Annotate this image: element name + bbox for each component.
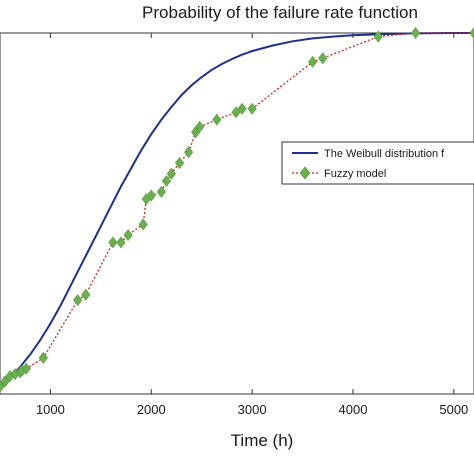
- legend-label-weibull: The Weibull distribution f: [324, 148, 445, 160]
- data-point-fuzzy: [237, 102, 247, 115]
- data-point-fuzzy: [308, 55, 318, 68]
- legend-box: [281, 141, 474, 185]
- x-tick-label: 2000: [137, 402, 166, 417]
- data-point-fuzzy: [318, 52, 328, 65]
- legend-label-fuzzy: Fuzzy model: [324, 168, 386, 180]
- data-point-fuzzy: [373, 30, 383, 43]
- data-point-fuzzy: [38, 351, 48, 364]
- data-point-fuzzy: [410, 27, 421, 39]
- data-point-fuzzy: [166, 167, 177, 180]
- plot-area: [0, 32, 474, 395]
- data-point-fuzzy: [21, 362, 31, 375]
- data-point-fuzzy: [123, 229, 133, 242]
- data-point-fuzzy: [174, 156, 185, 169]
- x-tick-label: 3000: [238, 402, 267, 417]
- data-point-fuzzy: [184, 146, 194, 159]
- data-point-fuzzy: [156, 185, 166, 198]
- data-point-fuzzy: [138, 218, 148, 231]
- data-point-fuzzy: [469, 27, 474, 39]
- data-point-fuzzy: [247, 102, 257, 115]
- x-tick-label: 4000: [339, 402, 368, 417]
- series-line-weibull: [0, 32, 474, 388]
- data-point-fuzzy: [161, 175, 171, 188]
- chart-title: Probability of the failure rate function: [142, 3, 418, 22]
- legend-marker-fuzzy: [299, 166, 311, 180]
- data-point-fuzzy: [195, 120, 205, 133]
- x-axis-label: Time (h): [231, 431, 294, 450]
- x-tick-label: 5000: [439, 402, 468, 417]
- data-point-fuzzy: [108, 236, 118, 249]
- data-point-fuzzy: [116, 236, 126, 249]
- series-layer: [0, 27, 474, 393]
- data-point-fuzzy: [231, 106, 241, 119]
- x-tick-label: 1000: [36, 402, 65, 417]
- data-point-fuzzy: [73, 294, 83, 307]
- data-point-fuzzy: [0, 375, 10, 388]
- data-point-fuzzy: [212, 113, 222, 126]
- data-point-fuzzy: [81, 288, 91, 301]
- data-point-fuzzy: [0, 380, 5, 393]
- data-point-fuzzy: [146, 189, 156, 202]
- legend: The Weibull distribution f Fuzzy model: [281, 141, 474, 185]
